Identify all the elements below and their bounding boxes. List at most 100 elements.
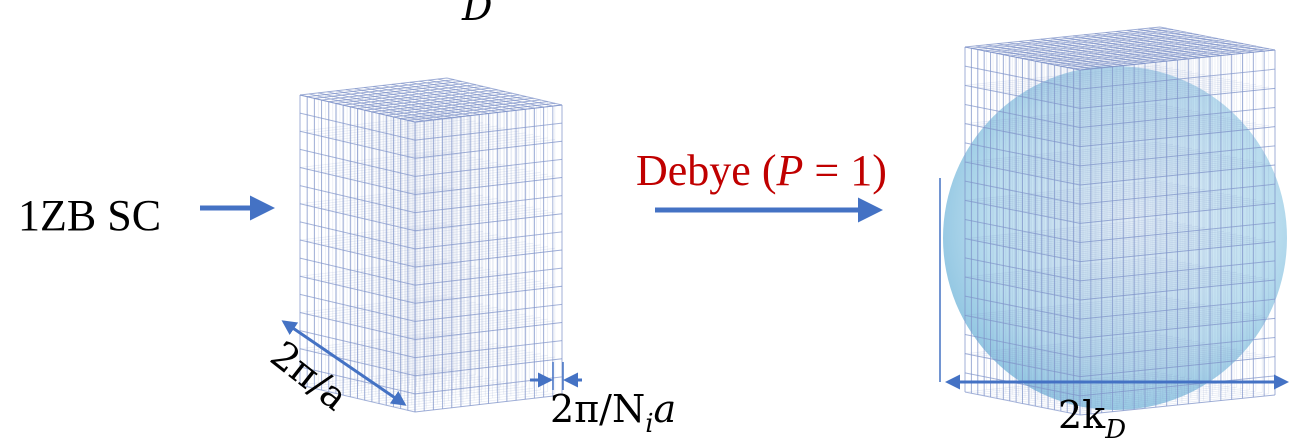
lattice-line bbox=[1035, 232, 1231, 254]
lattice-line bbox=[990, 338, 1186, 360]
lattice-line bbox=[1035, 117, 1231, 139]
lattice-line bbox=[364, 92, 512, 111]
lattice-line bbox=[446, 77, 563, 106]
lattice-line bbox=[1073, 163, 1269, 185]
lattice-line bbox=[400, 282, 548, 301]
lattice-line bbox=[321, 300, 469, 318]
lattice-line bbox=[357, 236, 505, 254]
lattice-line bbox=[299, 148, 416, 177]
lattice-line bbox=[1028, 269, 1224, 291]
lattice-line bbox=[1067, 392, 1263, 413]
lattice-line bbox=[400, 354, 548, 373]
lattice-line bbox=[1054, 197, 1250, 219]
lattice-line bbox=[1022, 191, 1218, 213]
lattice-line bbox=[1054, 389, 1250, 411]
lattice-line bbox=[299, 295, 448, 313]
lattice-line bbox=[321, 155, 469, 173]
lattice-line bbox=[1009, 303, 1205, 325]
lattice-line bbox=[1073, 278, 1269, 300]
lattice-line bbox=[1035, 155, 1231, 177]
lattice-line bbox=[437, 78, 553, 107]
lattice-line bbox=[1003, 302, 1199, 324]
lattice-line bbox=[996, 301, 1192, 323]
lattice-line bbox=[379, 204, 527, 223]
lattice-line bbox=[990, 146, 1186, 168]
lattice-line bbox=[371, 166, 519, 185]
lattice-line bbox=[996, 109, 1192, 131]
lattice-line bbox=[357, 127, 505, 146]
lattice-line bbox=[1041, 80, 1237, 102]
lattice-line bbox=[307, 260, 455, 279]
lattice-line bbox=[335, 194, 483, 213]
lattice-line bbox=[1060, 199, 1256, 220]
lattice-line bbox=[1060, 314, 1256, 335]
lattice-line bbox=[299, 185, 416, 214]
lattice-line bbox=[1073, 393, 1269, 415]
lattice-line bbox=[964, 333, 1161, 355]
lattice-line bbox=[1035, 193, 1231, 215]
lattice-line bbox=[1009, 227, 1205, 249]
lattice-line bbox=[400, 137, 548, 156]
lattice-line bbox=[407, 247, 555, 266]
lattice-line bbox=[400, 82, 517, 111]
lattice-line bbox=[314, 153, 462, 172]
lattice-line bbox=[1035, 78, 1231, 100]
lattice-line bbox=[1003, 149, 1199, 171]
lattice-line bbox=[1041, 233, 1237, 255]
lattice-line bbox=[373, 86, 489, 114]
spacing-text: a bbox=[654, 387, 677, 431]
lattice-line bbox=[1009, 73, 1205, 95]
lattice-line bbox=[357, 163, 505, 182]
lattice-line bbox=[990, 261, 1186, 283]
lattice-line bbox=[1073, 86, 1269, 108]
lattice-line bbox=[379, 277, 527, 296]
lattice-line bbox=[386, 170, 534, 189]
lattice-line bbox=[1067, 200, 1263, 222]
lattice-line bbox=[314, 117, 462, 136]
lattice-line bbox=[299, 239, 416, 268]
left-label: 1ZB SC bbox=[18, 191, 161, 240]
lattice-line bbox=[371, 130, 519, 149]
lattice-line bbox=[990, 70, 1186, 91]
lattice-line bbox=[386, 315, 534, 334]
lattice-line bbox=[321, 191, 469, 210]
lattice-line bbox=[984, 222, 1180, 243]
lattice-line bbox=[1022, 153, 1218, 174]
lattice-line bbox=[314, 262, 462, 281]
lattice-line bbox=[1041, 195, 1237, 217]
sphere-sub: D bbox=[1104, 415, 1126, 440]
lattice-line bbox=[996, 339, 1192, 361]
lattice-line bbox=[1048, 119, 1244, 141]
lattice-line bbox=[1048, 349, 1244, 371]
lattice-line bbox=[1041, 310, 1237, 332]
lattice-line bbox=[1048, 196, 1244, 218]
lattice-line bbox=[1003, 187, 1199, 209]
lattice-line bbox=[299, 258, 448, 277]
lattice-line bbox=[1073, 316, 1269, 338]
lattice-line bbox=[407, 284, 555, 302]
lattice-line bbox=[1003, 72, 1199, 94]
lattice-line bbox=[407, 102, 555, 121]
lattice-line bbox=[1003, 225, 1199, 247]
lattice-line bbox=[964, 46, 1081, 71]
lattice-line bbox=[299, 150, 448, 168]
lattice-line bbox=[386, 279, 534, 297]
lattice-line bbox=[1009, 342, 1205, 364]
lattice-line bbox=[1159, 26, 1276, 51]
lattice-line bbox=[964, 64, 1161, 86]
lattice-line bbox=[977, 220, 1173, 242]
lattice-line bbox=[964, 84, 1081, 109]
lattice-line bbox=[1022, 344, 1218, 366]
lattice-line bbox=[1067, 238, 1263, 260]
lattice-line bbox=[1073, 48, 1269, 70]
lattice-line bbox=[321, 263, 469, 282]
lattice-line bbox=[314, 189, 462, 208]
lattice-line bbox=[299, 221, 416, 250]
lattice-line bbox=[1079, 87, 1276, 109]
lattice-line bbox=[1054, 121, 1250, 142]
lattice-line bbox=[1073, 124, 1269, 146]
lattice-line bbox=[1079, 49, 1276, 71]
lattice-line bbox=[307, 224, 455, 243]
